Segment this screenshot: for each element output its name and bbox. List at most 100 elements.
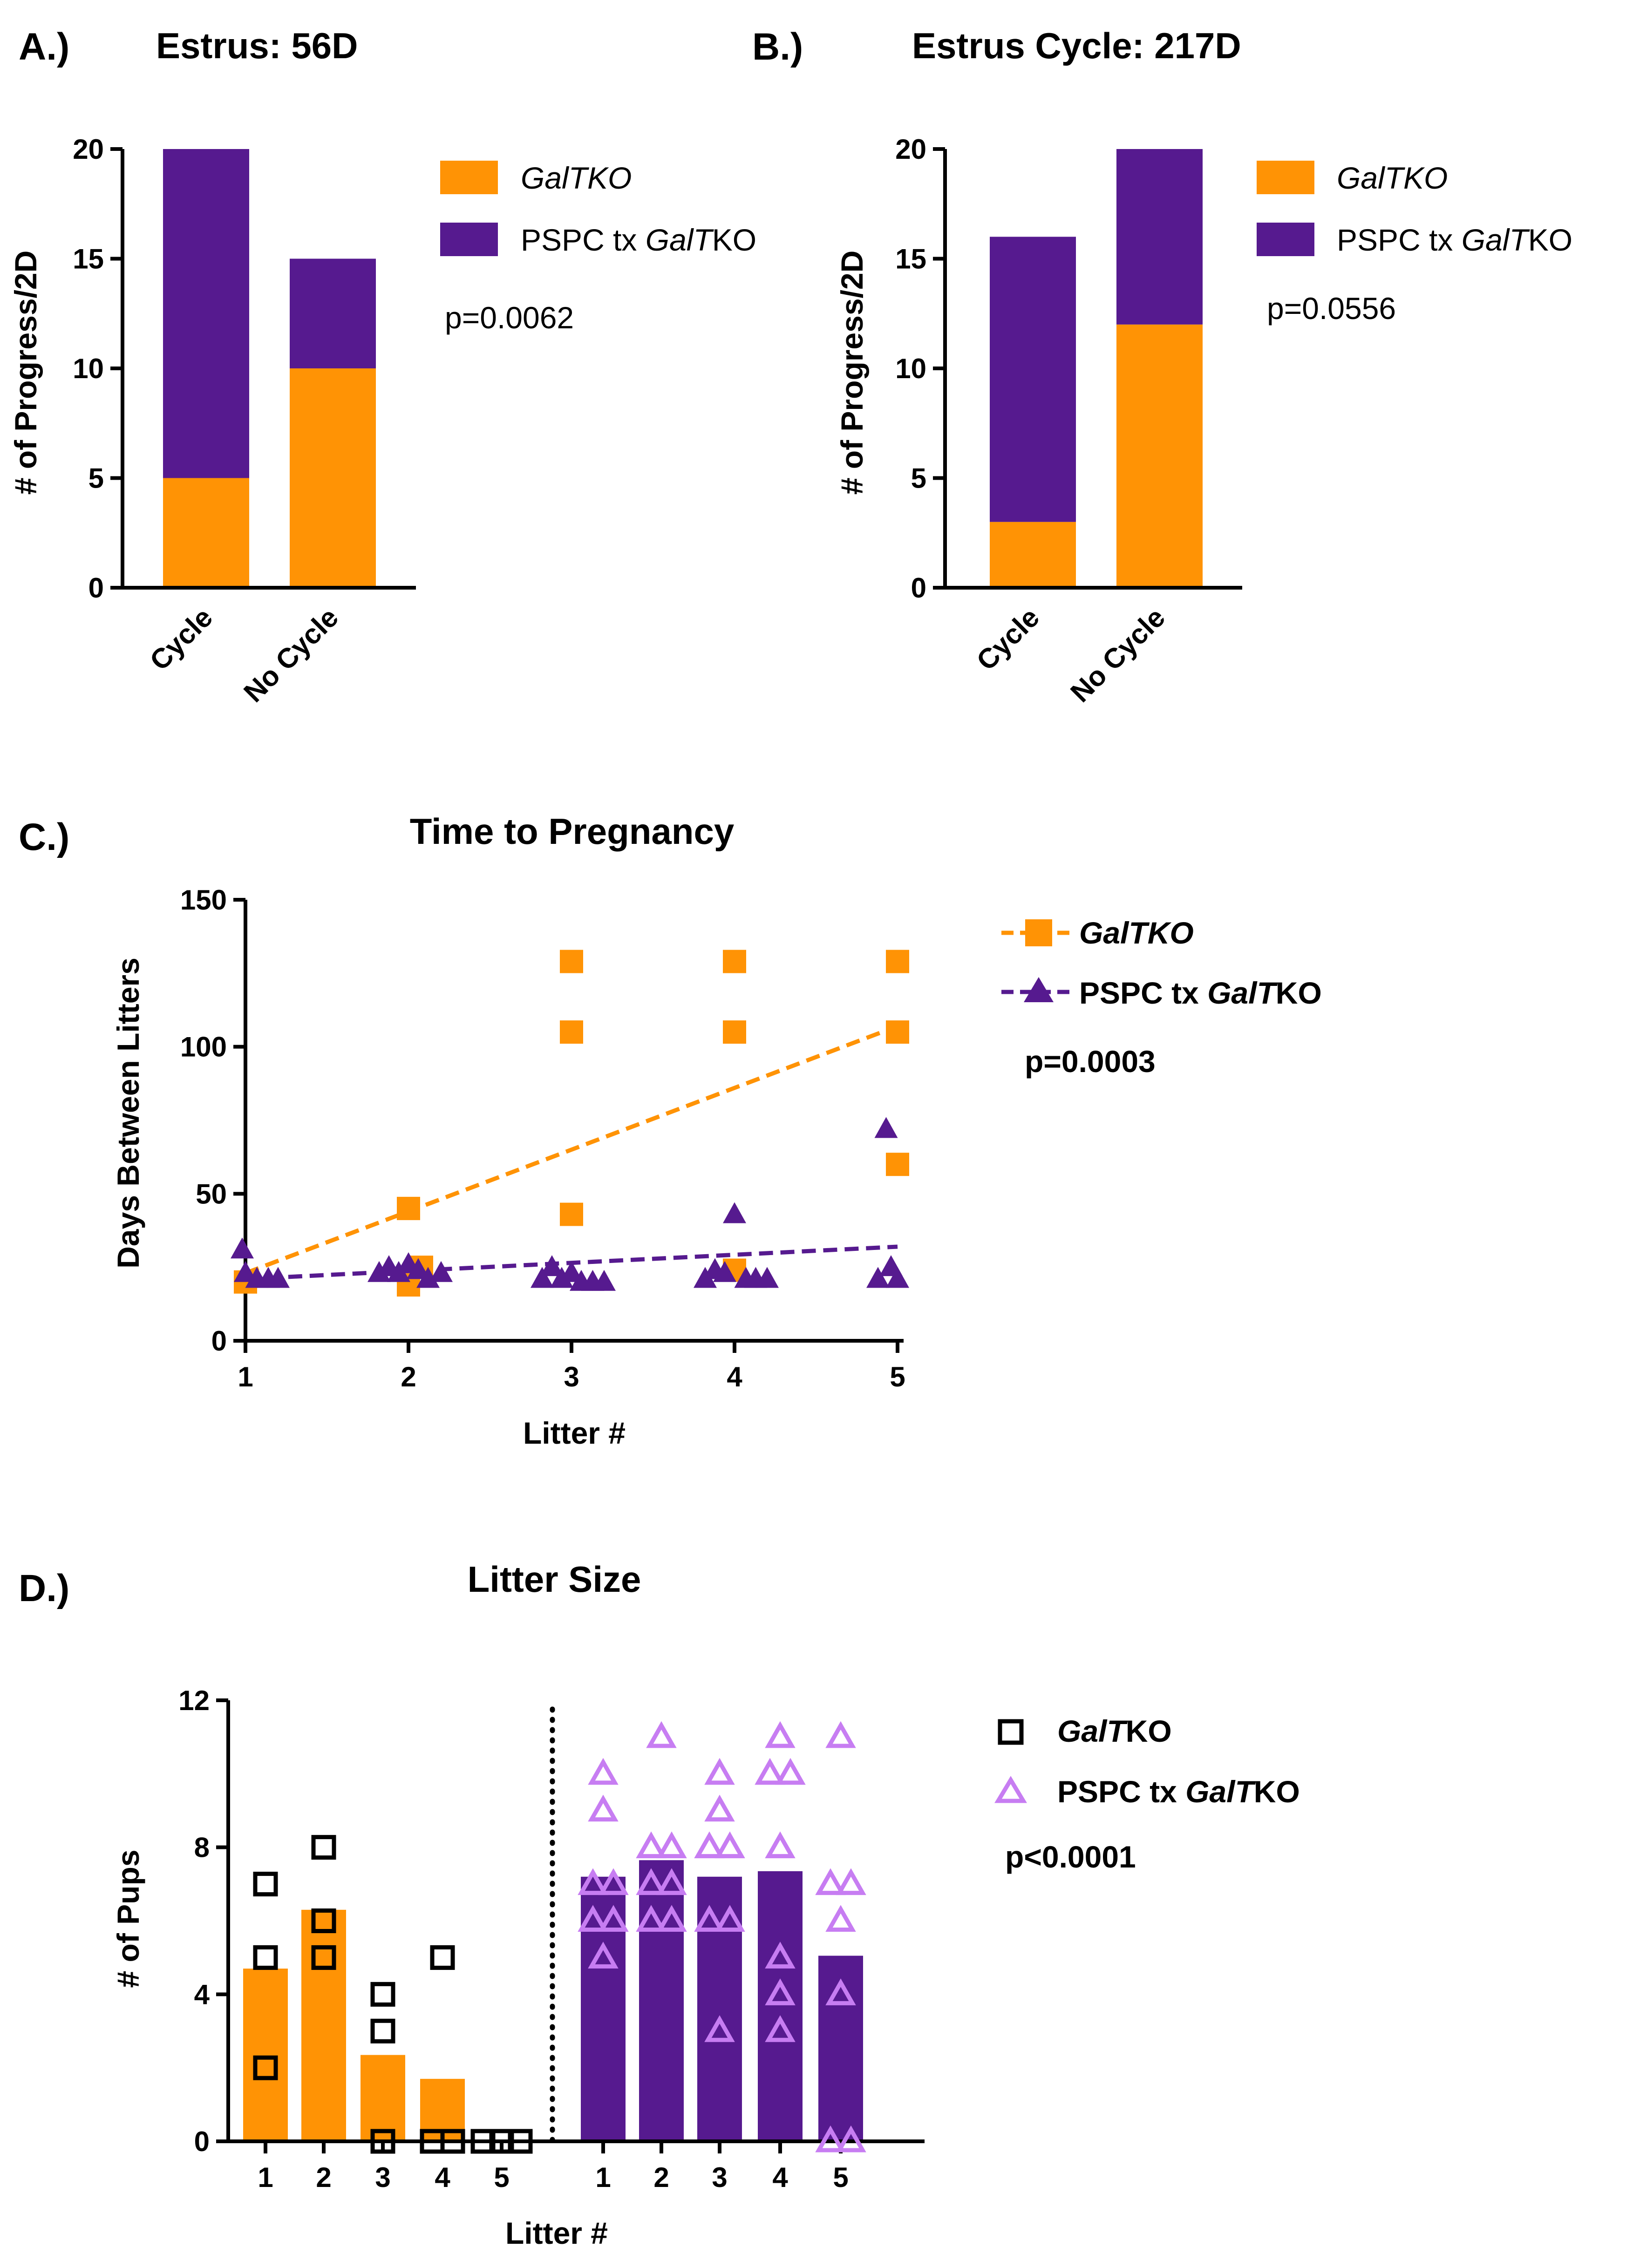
y-tick-label: 20 bbox=[73, 134, 104, 165]
panel-b-y-axis-label: # of Progress/2D bbox=[835, 251, 869, 495]
data-point-triangle bbox=[775, 1758, 806, 1785]
panel-a-title: Estrus: 56D bbox=[156, 25, 358, 66]
y-tick-label: 4 bbox=[194, 1979, 210, 2010]
data-point-triangle bbox=[694, 1905, 725, 1932]
y-tick-label: 5 bbox=[88, 463, 104, 494]
data-point-triangle bbox=[694, 1831, 725, 1859]
panel-d-p-value: p<0.0001 bbox=[1005, 1840, 1136, 1874]
data-point-triangle bbox=[755, 1758, 785, 1785]
y-tick-label: 50 bbox=[196, 1178, 227, 1209]
data-point-triangle bbox=[866, 1267, 890, 1288]
data-point-triangle bbox=[550, 1267, 573, 1288]
x-tick-label: 3 bbox=[712, 2162, 727, 2193]
data-point-triangle bbox=[588, 1758, 619, 1785]
data-point-triangle bbox=[714, 1905, 745, 1932]
data-point-triangle bbox=[815, 1868, 846, 1895]
panel-b-legend-swatch-pspc bbox=[1257, 223, 1314, 256]
bar-segment bbox=[290, 368, 376, 588]
panel-b: B.) Estrus Cycle: 217D # of Progress/2D … bbox=[752, 25, 1572, 708]
panel-a-legend-swatch-pspc bbox=[440, 223, 498, 256]
data-point-triangle bbox=[560, 1261, 583, 1282]
panel-b-y-ticks: 0 5 10 15 20 bbox=[895, 134, 945, 604]
y-tick-label: 100 bbox=[180, 1032, 227, 1063]
x-tick-label: 4 bbox=[772, 2162, 788, 2193]
data-point-triangle bbox=[874, 1117, 898, 1138]
panel-c-y-axis-label: Days Between Litters bbox=[111, 957, 145, 1269]
data-point-square bbox=[253, 1872, 278, 1897]
data-point-triangle bbox=[755, 1267, 779, 1288]
data-point-square bbox=[560, 950, 583, 973]
y-tick-label: 150 bbox=[180, 884, 227, 916]
y-tick-label: 10 bbox=[73, 353, 104, 384]
panel-a-legend-label-pspc: PSPC tx GalTKO bbox=[521, 223, 756, 257]
y-tick-label: 0 bbox=[88, 572, 104, 604]
panel-b-legend-label-pspc: PSPC tx GalTKO bbox=[1337, 223, 1572, 257]
data-point-triangle bbox=[723, 1202, 746, 1223]
panel-c-legend-square-icon bbox=[1025, 919, 1052, 946]
x-tick-label: 5 bbox=[494, 2162, 509, 2193]
data-point-triangle bbox=[815, 2125, 846, 2153]
x-tick-label: 3 bbox=[375, 2162, 390, 2193]
bar-segment bbox=[290, 258, 376, 368]
panel-b-label: B.) bbox=[752, 26, 803, 68]
data-point-triangle bbox=[266, 1267, 290, 1288]
data-point-triangle bbox=[836, 1868, 866, 1895]
data-point-triangle bbox=[825, 1905, 856, 1932]
data-point-square bbox=[311, 1945, 336, 1970]
panel-c-plot-area bbox=[231, 950, 909, 1297]
panel-b-legend-label-galtko: GalTKO bbox=[1337, 161, 1448, 195]
x-tick-label: 1 bbox=[258, 2162, 273, 2193]
panel-d-legend-square-icon bbox=[998, 1719, 1024, 1745]
panel-a-x-tick-no-cycle: No Cycle bbox=[238, 602, 344, 708]
panel-c-legend-label-galtko: GalTKO bbox=[1079, 916, 1194, 950]
data-point-triangle bbox=[765, 1942, 796, 1969]
y-tick-label: 8 bbox=[194, 1832, 210, 1863]
data-point-square bbox=[440, 2129, 465, 2154]
data-point-square bbox=[508, 2129, 533, 2154]
data-point-triangle bbox=[656, 1905, 687, 1932]
data-point-triangle bbox=[598, 1868, 629, 1895]
panel-a: A.) Estrus: 56D # of Progress/2D 0 5 10 15 2… bbox=[8, 25, 756, 708]
data-point-square bbox=[397, 1196, 420, 1220]
bar bbox=[758, 1871, 803, 2141]
data-point-triangle bbox=[656, 1868, 687, 1895]
data-point-triangle bbox=[765, 2015, 796, 2042]
panel-b-title: Estrus Cycle: 217D bbox=[912, 25, 1241, 66]
y-tick-label: 15 bbox=[895, 244, 926, 275]
bar bbox=[361, 2055, 405, 2141]
data-point-square bbox=[311, 1835, 336, 1860]
panel-a-y-ticks: 0 5 10 15 20 bbox=[73, 134, 122, 604]
x-tick-label: 5 bbox=[890, 1361, 905, 1392]
y-tick-label: 10 bbox=[895, 353, 926, 384]
data-point-triangle bbox=[592, 1270, 616, 1291]
y-tick-label: 15 bbox=[73, 244, 104, 275]
panel-c-x-axis-label: Litter # bbox=[523, 1416, 626, 1450]
data-point-triangle bbox=[588, 1942, 619, 1969]
data-point-triangle bbox=[636, 1905, 667, 1932]
data-point-triangle bbox=[825, 1721, 856, 1748]
data-point-triangle bbox=[540, 1255, 564, 1277]
panel-a-label: A.) bbox=[19, 26, 69, 68]
panel-b-x-tick-no-cycle: No Cycle bbox=[1064, 602, 1171, 708]
bar-segment bbox=[163, 149, 249, 478]
data-point-triangle bbox=[765, 1831, 796, 1859]
y-tick-label: 0 bbox=[194, 2126, 210, 2157]
panel-a-p-value: p=0.0062 bbox=[445, 300, 574, 335]
data-point-square bbox=[253, 2055, 278, 2080]
panel-c-ticks: 0 50 100 150 1 2 3 4 5 bbox=[180, 884, 905, 1392]
data-point-triangle bbox=[825, 1978, 856, 2005]
x-tick-label: 2 bbox=[401, 1361, 416, 1392]
trend-line bbox=[245, 1024, 898, 1276]
y-tick-label: 5 bbox=[911, 463, 926, 494]
data-point-triangle bbox=[704, 1794, 735, 1822]
y-tick-label: 20 bbox=[895, 134, 926, 165]
panel-b-p-value: p=0.0556 bbox=[1267, 291, 1396, 326]
data-point-triangle bbox=[714, 1831, 745, 1859]
data-point-triangle bbox=[588, 1794, 619, 1822]
x-tick-label: 3 bbox=[564, 1361, 579, 1392]
x-tick-label: 5 bbox=[833, 2162, 848, 2193]
y-tick-label: 12 bbox=[178, 1685, 210, 1716]
data-point-triangle bbox=[656, 1831, 687, 1859]
panel-b-legend-swatch-galtko bbox=[1257, 161, 1314, 194]
